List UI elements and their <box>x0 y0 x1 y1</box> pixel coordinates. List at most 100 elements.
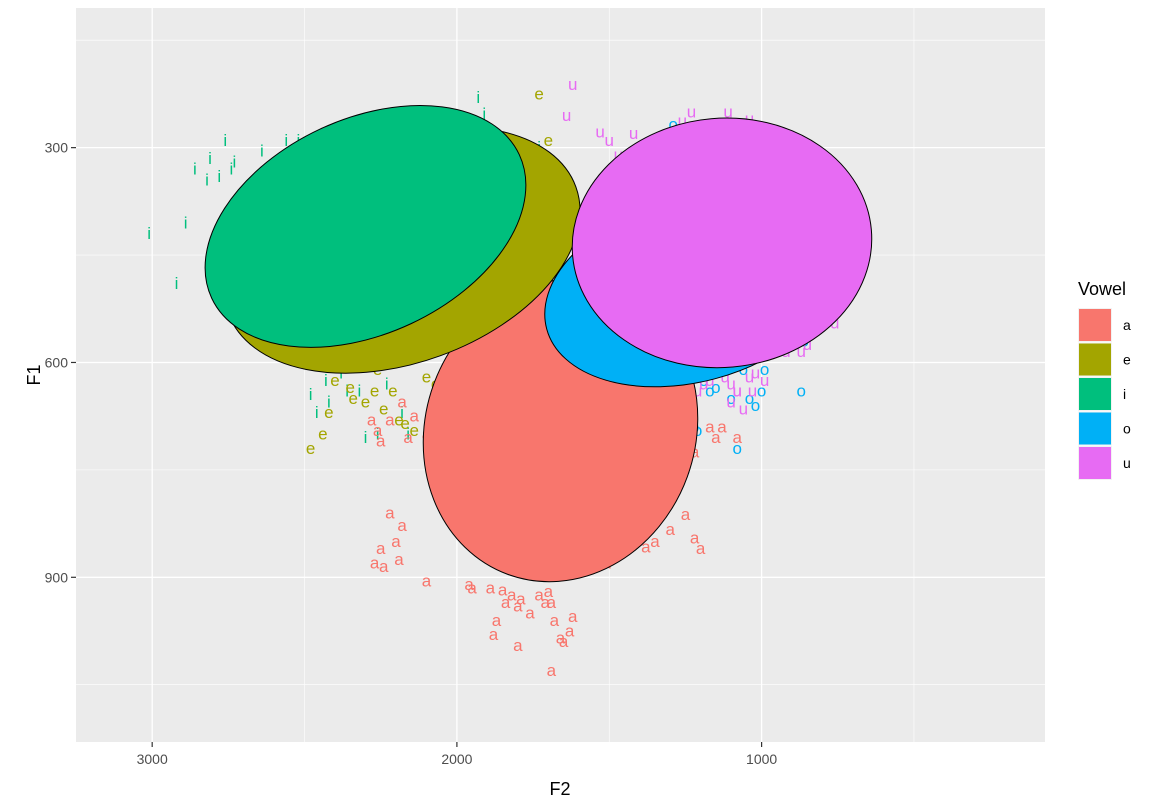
vowel-token-u: u <box>629 124 638 143</box>
vowel-token-a: a <box>513 636 523 655</box>
vowel-token-i: i <box>385 374 389 393</box>
vowel-token-a: a <box>717 417 727 436</box>
vowel-token-a: a <box>422 571 432 590</box>
y-axis: 300 600 900 <box>45 140 76 585</box>
vowel-token-e: e <box>544 131 553 150</box>
vowel-token-a: a <box>544 582 554 601</box>
vowel-token-a: a <box>733 428 743 447</box>
vowel-token-a: a <box>370 553 380 572</box>
vowel-token-a: a <box>385 503 395 522</box>
vowel-token-a: a <box>464 575 474 594</box>
legend-label-a: a <box>1123 317 1131 333</box>
legend-swatch-o <box>1079 412 1111 445</box>
vowel-token-i: i <box>217 167 221 186</box>
legend-title: Vowel <box>1078 279 1126 299</box>
vowel-token-e: e <box>349 389 358 408</box>
vowel-token-i: i <box>284 131 288 150</box>
vowel-token-a: a <box>696 539 706 558</box>
vowel-token-o: o <box>726 389 735 408</box>
vowel-token-i: i <box>400 403 404 422</box>
vowel-token-i: i <box>376 425 380 444</box>
vowel-token-a: a <box>492 611 502 630</box>
vowel-token-a: a <box>705 417 715 436</box>
vowel-token-u: u <box>720 367 729 386</box>
vowel-token-a: a <box>397 392 407 411</box>
legend-swatch-i <box>1079 378 1111 410</box>
legend-label-u: u <box>1123 455 1131 471</box>
vowel-token-i: i <box>233 152 237 171</box>
vowel-token-i: i <box>327 392 331 411</box>
vowel-token-e: e <box>534 84 543 103</box>
vowel-token-u: u <box>796 342 805 361</box>
vowel-token-e: e <box>361 392 370 411</box>
vowel-token-a: a <box>367 410 377 429</box>
vowel-token-o: o <box>669 115 678 134</box>
vowel-token-u: u <box>748 382 757 401</box>
vowel-token-u: u <box>745 367 754 386</box>
vowel-token-a: a <box>525 604 535 623</box>
vowel-token-i: i <box>309 385 313 404</box>
vowel-token-e: e <box>400 414 409 433</box>
vowel-token-e: e <box>394 410 403 429</box>
vowel-token-o: o <box>711 378 720 397</box>
vowel-token-u: u <box>751 364 760 383</box>
vowel-token-e: e <box>330 371 339 390</box>
vowel-token-a: a <box>397 516 407 535</box>
y-tick-label: 600 <box>45 354 69 370</box>
vowel-token-i: i <box>482 104 486 123</box>
ellipse-i <box>204 104 527 348</box>
vowel-token-i: i <box>208 149 212 168</box>
vowel-token-a: a <box>690 528 700 547</box>
vowel-token-a: a <box>556 629 566 648</box>
vowel-token-e: e <box>370 382 379 401</box>
vowel-token-e: e <box>388 382 397 401</box>
x-tick-label: 1000 <box>746 751 777 767</box>
vowel-token-u: u <box>733 382 742 401</box>
y-tick-label: 300 <box>45 140 69 156</box>
vowel-token-e: e <box>324 403 333 422</box>
vowel-token-i: i <box>357 382 361 401</box>
vowel-token-a: a <box>516 589 526 608</box>
vowel-token-i: i <box>205 170 209 189</box>
vowel-token-a: a <box>534 586 544 605</box>
vowel-token-u: u <box>605 131 614 150</box>
vowel-token-e: e <box>318 425 327 444</box>
vowel-token-u: u <box>687 102 696 121</box>
vowel-token-a: a <box>385 410 395 429</box>
legend-swatch-a <box>1079 309 1111 341</box>
vowel-token-i: i <box>193 160 197 179</box>
vowel-token-a: a <box>498 581 508 600</box>
vowel-token-i: i <box>175 274 179 293</box>
x-axis: 3000 2000 1000 <box>137 742 777 767</box>
vowel-token-a: a <box>711 428 721 447</box>
vowel-token-a: a <box>501 593 511 612</box>
vowel-token-a: a <box>559 632 569 651</box>
vowel-token-a: a <box>373 421 383 440</box>
vowel-token-a: a <box>513 596 523 615</box>
x-tick-label: 2000 <box>441 751 472 767</box>
vowel-token-u: u <box>803 335 812 354</box>
vowel-token-u: u <box>733 382 742 401</box>
vowel-token-u: u <box>568 75 577 94</box>
vowel-token-a: a <box>376 539 386 558</box>
vowel-token-a: a <box>650 532 660 551</box>
vowel-token-a: a <box>486 579 496 598</box>
vowel-token-o: o <box>760 360 769 379</box>
vowel-token-a: a <box>547 661 557 680</box>
legend-label-o: o <box>1123 421 1131 437</box>
legend: Vowel a e i o u <box>1078 279 1131 480</box>
vowel-token-a: a <box>641 538 651 557</box>
vowel-token-u: u <box>726 392 735 411</box>
vowel-token-a: a <box>410 407 420 426</box>
vowel-token-e: e <box>410 421 419 440</box>
vowel-token-u: u <box>830 314 839 333</box>
vowel-token-u: u <box>614 145 623 164</box>
vowel-token-a: a <box>489 625 499 644</box>
vowel-token-a: a <box>550 611 560 630</box>
legend-swatch-u <box>1079 447 1111 479</box>
vowel-token-i: i <box>260 142 264 161</box>
vowel-token-i: i <box>476 88 480 107</box>
y-axis-title: F1 <box>24 364 44 385</box>
vowel-token-u: u <box>678 112 687 131</box>
